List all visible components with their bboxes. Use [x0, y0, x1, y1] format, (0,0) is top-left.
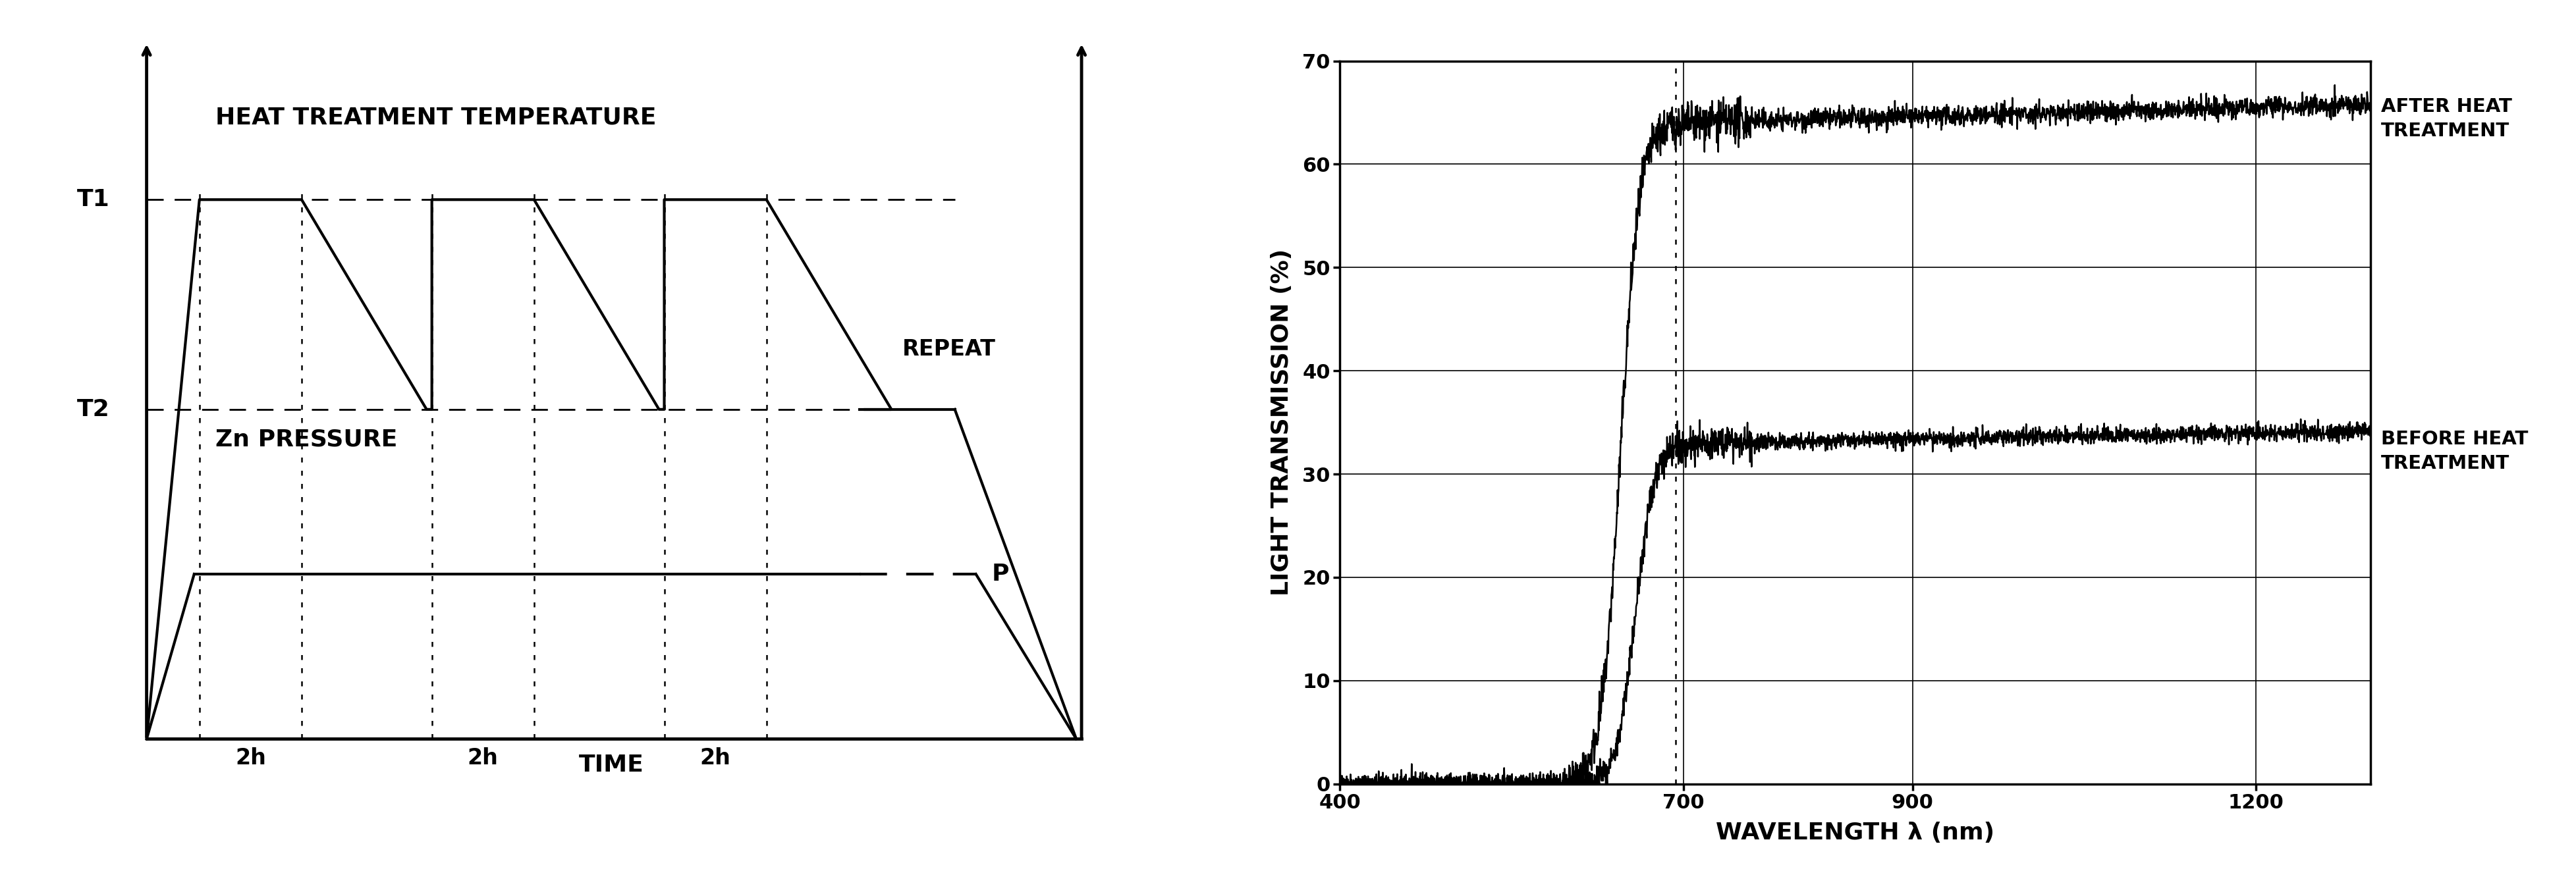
Text: Zn PRESSURE: Zn PRESSURE [216, 429, 397, 450]
Text: T1: T1 [77, 188, 111, 211]
Y-axis label: LIGHT TRANSMISSION (%): LIGHT TRANSMISSION (%) [1270, 249, 1293, 596]
Text: REPEAT: REPEAT [902, 339, 994, 361]
Text: HEAT TREATMENT TEMPERATURE: HEAT TREATMENT TEMPERATURE [216, 106, 657, 128]
Text: TIME: TIME [580, 754, 644, 776]
Text: 2h: 2h [466, 747, 497, 769]
Text: T2: T2 [77, 398, 111, 421]
Text: AFTER HEAT
TREATMENT: AFTER HEAT TREATMENT [2380, 98, 2512, 140]
Text: 2h: 2h [701, 747, 732, 769]
Text: 2h: 2h [234, 747, 265, 769]
Text: BEFORE HEAT
TREATMENT: BEFORE HEAT TREATMENT [2380, 430, 2527, 473]
X-axis label: WAVELENGTH λ (nm): WAVELENGTH λ (nm) [1716, 821, 1994, 844]
Text: P: P [992, 563, 1010, 585]
